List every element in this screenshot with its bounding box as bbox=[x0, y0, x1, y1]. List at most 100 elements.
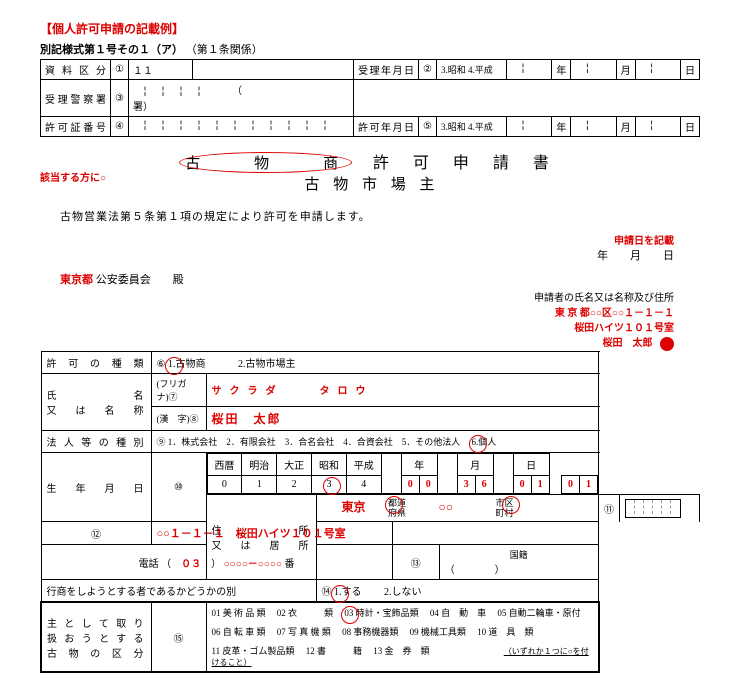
title-right: 許 可 申 請 書 bbox=[373, 149, 559, 173]
num10: ⑩ bbox=[151, 452, 206, 522]
corp-opts: 1．株式会社 2．有限会社 3．合名会社 4．合資会社 5．その他法人 bbox=[168, 437, 461, 447]
tel-label: 電話 bbox=[139, 559, 159, 570]
city-ku: 区 bbox=[505, 498, 514, 508]
applicant-addr2: 桜田ハイツ１０１号室 bbox=[40, 319, 674, 334]
side13-label: 国籍 bbox=[445, 548, 593, 561]
num12: ⑫ bbox=[41, 522, 151, 545]
tel-num: ○○○○－○○○○ bbox=[224, 559, 282, 570]
header-table: 資料区分 ① １１ 受理年月日 ② 3.昭和 4.平成 ¦ 年 ¦ 月 ¦ 日 … bbox=[40, 59, 700, 137]
label-name2: 又 は 名 称 bbox=[47, 402, 146, 417]
ymd-d: 日 bbox=[513, 453, 549, 475]
num9: ⑨ bbox=[157, 437, 166, 447]
date-note: 申請日を記載 bbox=[614, 236, 674, 247]
form-line-suffix: （第１条関係） bbox=[186, 44, 263, 56]
main-title-area: 該当する方に○ 古 物 商 許 可 申 請 書 古 物 市 場 主 bbox=[40, 149, 704, 194]
furigana-label: (フリガナ)⑦ bbox=[151, 373, 206, 406]
label-category: 主 と し て 取 り 扱おうとする 古 物 の 区 分 bbox=[41, 602, 151, 672]
applicant-name: 桜田 太郎 bbox=[603, 338, 653, 349]
dob-0: 0 bbox=[401, 475, 419, 493]
side13-box: 国籍 （ ） bbox=[439, 545, 598, 580]
pref-to: 都 bbox=[388, 498, 397, 508]
dob-1: 0 bbox=[419, 475, 437, 493]
opt-ichiba: 2.古物市場主 bbox=[238, 359, 296, 370]
city-val: ○○ bbox=[439, 500, 454, 514]
label-name: 氏 名 又 は 名 称 bbox=[41, 373, 151, 430]
tel-area: ０３ bbox=[181, 559, 201, 570]
hdr-cert-val: ¦ ¦ ¦ ¦ ¦ ¦ ¦ ¦ ¦ ¦ ¦ bbox=[129, 117, 354, 137]
date-area: 申請日を記載 年 月 日 bbox=[40, 232, 674, 263]
side-gap bbox=[392, 522, 598, 545]
applicant-addr1: 東 京 都○○区○○１－１－１ bbox=[40, 304, 674, 319]
date-line: 年 月 日 bbox=[597, 250, 674, 262]
num14: ⑭ bbox=[322, 587, 332, 598]
hdr-label-kyoka: 許可年月日 bbox=[354, 117, 419, 137]
hdr-ml2: 月 bbox=[616, 117, 635, 137]
addressee: 公安委員会 殿 bbox=[96, 274, 184, 286]
gyosho-yes: 1. bbox=[334, 587, 342, 598]
hdr-val1: １１ bbox=[129, 60, 193, 80]
dob-7: 1 bbox=[579, 475, 597, 493]
hdr-dl1: 日 bbox=[681, 60, 700, 80]
era-n1: 1 bbox=[242, 475, 277, 493]
hdr-num2: ② bbox=[419, 60, 437, 80]
kanji-label: (漢 字)⑧ bbox=[151, 406, 206, 430]
applicant-name-line: 桜田 太郎 bbox=[40, 334, 674, 351]
dob-grid: 西暦 明治 大正 昭和 平成 年 月 日 0 1 2 3 bbox=[206, 452, 599, 494]
addressee-prefix: 東京都 bbox=[60, 274, 93, 286]
hdr-police-suffix: 署） bbox=[133, 102, 153, 113]
corp-opt6: 6. bbox=[472, 437, 479, 447]
hdr-dl2: 日 bbox=[681, 117, 700, 137]
dob-3: 6 bbox=[475, 475, 493, 493]
addressee-line: 東京都 公安委員会 殿 bbox=[60, 271, 704, 287]
title-option2: 古 物 市 場 主 bbox=[304, 173, 439, 194]
instruction-circle: 該当する方に○ bbox=[40, 169, 106, 184]
form-line: 別記様式第１号その１（ア） bbox=[40, 44, 183, 56]
num11: ⑪ bbox=[599, 494, 620, 522]
hdr-d1: ¦ bbox=[635, 60, 680, 80]
era-n4: 4 bbox=[346, 475, 381, 493]
hdr-label-siryo: 資料区分 bbox=[41, 60, 111, 80]
hdr-label-police: 受理警察署 bbox=[41, 80, 111, 117]
hdr-y2: ¦ bbox=[507, 117, 552, 137]
era-n2: 2 bbox=[277, 475, 312, 493]
era-2: 大正 bbox=[277, 453, 312, 475]
cat-row2: 06 自 転 車 類 07 写 真 機 類 08 事務機器類 09 機械工具類 … bbox=[206, 622, 599, 641]
val-gyosho: ⑭ 1.する 2.しない bbox=[316, 580, 599, 603]
dob-6: 0 bbox=[561, 475, 579, 493]
era-4: 平成 bbox=[346, 453, 381, 475]
hdr-d2: ¦ bbox=[635, 117, 680, 137]
val-license-type: ⑥ 1.1.古物商古物商 2.古物市場主 bbox=[151, 351, 599, 373]
hdr-label-juri: 受理年月日 bbox=[354, 60, 419, 80]
label-dob: 生 年 月 日 bbox=[41, 452, 151, 522]
hdr-blank1 bbox=[193, 60, 354, 80]
side11-box bbox=[620, 494, 700, 522]
form-number: 別記様式第１号その１（ア） （第１条関係） bbox=[40, 41, 704, 57]
hdr-m1: ¦ bbox=[571, 60, 616, 80]
era-n3: 3 bbox=[326, 479, 331, 490]
intro-text: 古物営業法第５条第１項の規定により許可を申請します。 bbox=[60, 208, 704, 224]
hdr-era2: 3.昭和 4.平成 bbox=[437, 117, 507, 137]
pref-row: 東京 都道府県 ○○ 市区町村 bbox=[316, 494, 599, 522]
hdr-num1: ① bbox=[111, 60, 129, 80]
hdr-m2: ¦ bbox=[571, 117, 616, 137]
kanji-value: 桜田 太郎 bbox=[206, 406, 599, 430]
label-name1: 氏 名 bbox=[47, 387, 146, 402]
dob-5: 1 bbox=[531, 475, 549, 493]
hdr-ml1: 月 bbox=[616, 60, 635, 80]
hdr-num3: ③ bbox=[111, 80, 129, 117]
example-title: 【個人許可申請の記載例】 bbox=[40, 20, 704, 37]
hdr-empty bbox=[354, 80, 700, 117]
hdr-y1: ¦ bbox=[507, 60, 552, 80]
label-corp-type: 法人等の種別 bbox=[41, 430, 151, 452]
hanko-icon bbox=[660, 337, 674, 351]
gyosho-no: 2.しない bbox=[384, 587, 422, 598]
cat-row3: 11 皮革・ゴム製品類 12 書 籍 13 金 券 類 （いずれか１つに○を付け… bbox=[206, 641, 599, 672]
pref-val: 東京 bbox=[342, 500, 366, 514]
val-corp-type: ⑨ 1．株式会社 2．有限会社 3．合名会社 4．合資会社 5．その他法人 6.… bbox=[151, 430, 599, 452]
num13: ⑬ bbox=[392, 545, 439, 580]
cat-03: 03 bbox=[344, 608, 353, 618]
furigana-value: サクラダ タロウ bbox=[206, 373, 599, 406]
era-1: 明治 bbox=[242, 453, 277, 475]
era-0: 西暦 bbox=[207, 453, 242, 475]
opt-kobutsusho: 1. bbox=[168, 359, 176, 370]
